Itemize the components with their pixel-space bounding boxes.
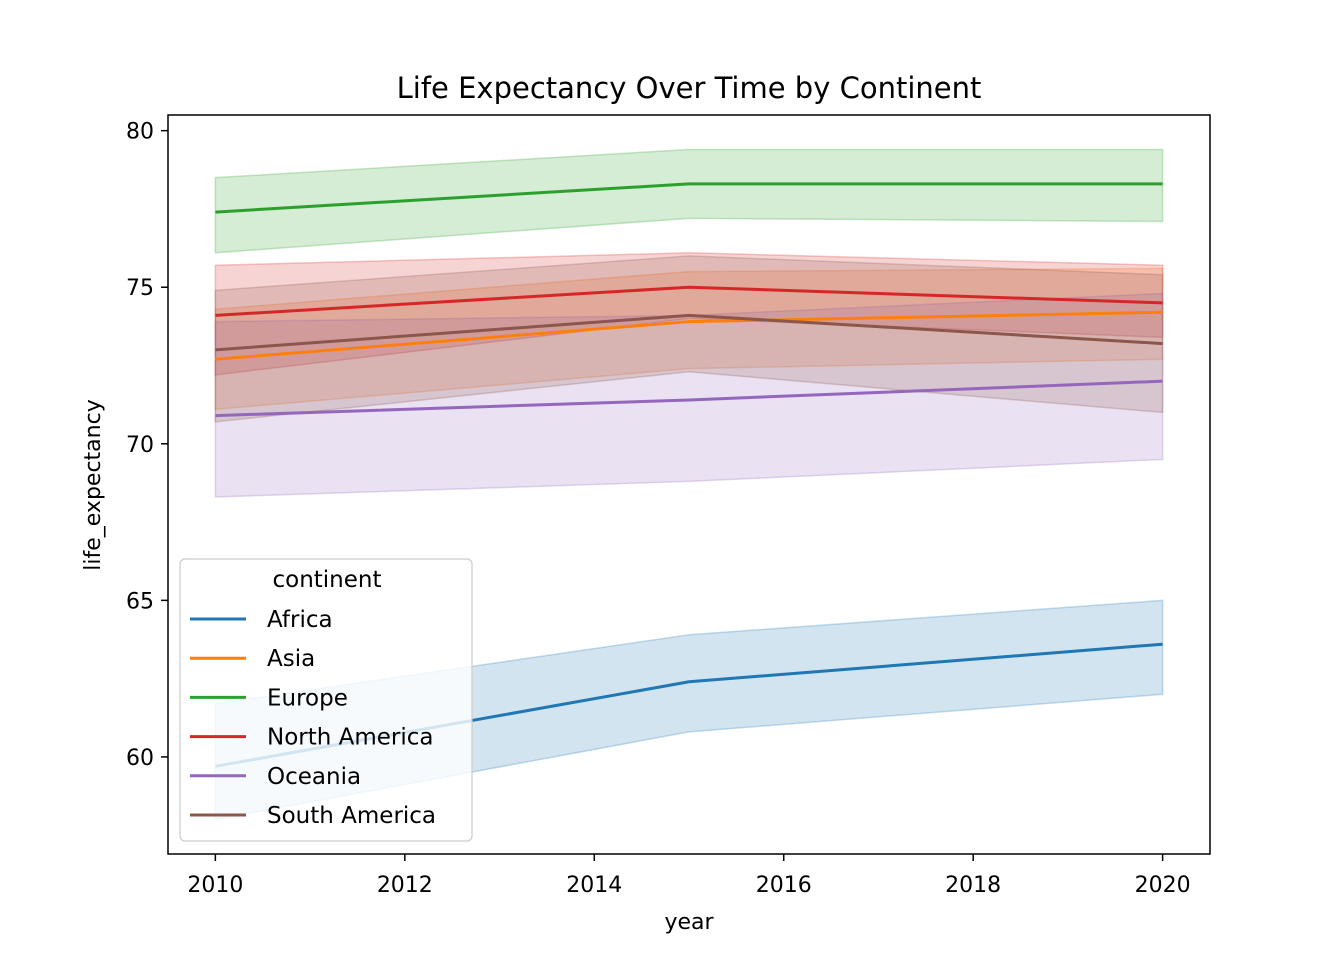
legend-label-north-america: North America xyxy=(267,725,434,751)
band-south-america xyxy=(214,255,1164,423)
legend: continent Africa Asia Europe North America O… xyxy=(179,558,473,842)
confidence-bands xyxy=(214,148,1164,821)
band-asia xyxy=(214,267,1164,411)
x-tick-label: 2016 xyxy=(756,873,812,898)
legend-label-south-america: South America xyxy=(267,803,436,829)
y-tick-label: 70 xyxy=(126,433,154,458)
line-asia xyxy=(215,310,1163,361)
x-tick-label: 2012 xyxy=(377,873,433,898)
legend-label-africa: Africa xyxy=(267,607,333,633)
legend-label-europe: Europe xyxy=(267,685,348,711)
line-north-america xyxy=(215,285,1163,317)
y-tick-label: 60 xyxy=(126,746,154,771)
line-europe xyxy=(215,182,1163,214)
legend-label-asia: Asia xyxy=(267,646,315,672)
x-tick-label: 2010 xyxy=(187,873,243,898)
x-tick-label: 2020 xyxy=(1135,873,1191,898)
y-tick-label: 75 xyxy=(126,276,154,301)
band-europe xyxy=(214,148,1164,254)
legend-items: Africa Asia Europe North America Oceania Sout… xyxy=(190,607,436,829)
band-north-america xyxy=(214,252,1164,376)
y-axis: 60 65 70 75 80 xyxy=(126,120,168,771)
x-axis: 2010 2012 2014 2016 2018 2020 xyxy=(187,854,1191,898)
y-tick-label: 80 xyxy=(126,120,154,145)
x-axis-label: year xyxy=(664,910,714,935)
y-tick-label: 65 xyxy=(126,589,154,614)
x-tick-label: 2018 xyxy=(945,873,1001,898)
legend-label-oceania: Oceania xyxy=(267,764,361,790)
y-axis-label: life_expectancy xyxy=(81,399,106,570)
line-south-america xyxy=(215,313,1163,352)
line-oceania xyxy=(215,379,1163,418)
plot-frame xyxy=(167,114,1211,855)
chart-title: Life Expectancy Over Time by Continent xyxy=(397,71,982,105)
legend-box xyxy=(179,558,473,842)
legend-title: continent xyxy=(272,567,381,593)
x-tick-label: 2014 xyxy=(566,873,622,898)
